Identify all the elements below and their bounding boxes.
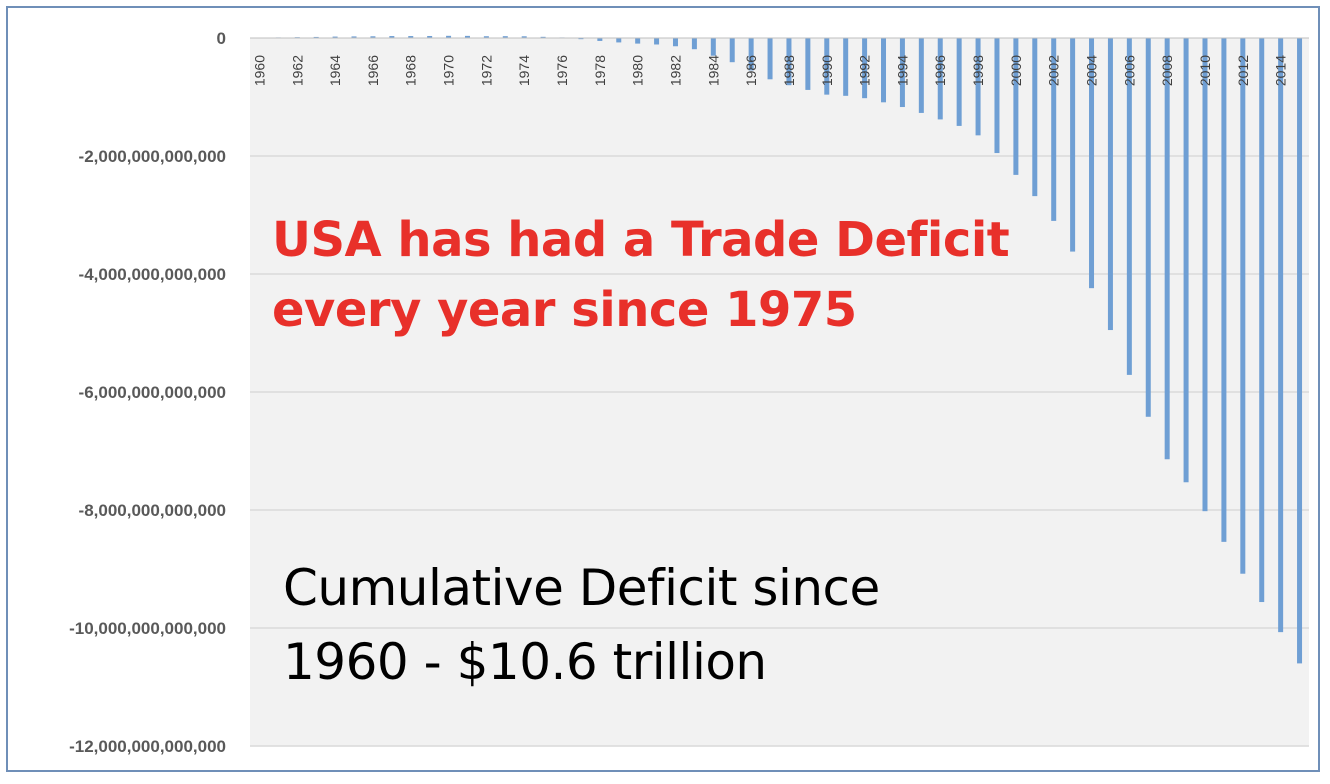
x-tick-label: 2012	[1235, 55, 1251, 86]
y-tick-label: -4,000,000,000,000	[79, 265, 226, 284]
bar	[1107, 38, 1113, 331]
bar	[937, 38, 943, 120]
bar	[1070, 38, 1076, 252]
x-tick-label: 1968	[403, 55, 419, 86]
bar	[635, 38, 641, 44]
x-tick-label: 1970	[441, 55, 457, 86]
bar	[1297, 38, 1303, 664]
x-tick-label: 1992	[857, 55, 873, 86]
bar	[578, 38, 584, 40]
x-tick-label: 1990	[819, 55, 835, 86]
annotation-line: every year since 1975	[272, 282, 857, 338]
x-tick-label: 1962	[289, 55, 305, 86]
x-tick-label: 1994	[894, 55, 910, 86]
x-tick-label: 2000	[1008, 55, 1024, 86]
bar	[1164, 38, 1170, 460]
x-tick-label: 1996	[932, 55, 948, 86]
bar	[994, 38, 1000, 154]
bar	[1126, 38, 1132, 375]
cumulative-deficit-annotation: Cumulative Deficit since 1960 - $10.6 tr…	[283, 551, 880, 699]
bar	[1145, 38, 1151, 417]
y-axis-tick-labels: 0 -2,000,000,000,000 -4,000,000,000,000 -6,…	[69, 29, 226, 756]
bar	[1278, 38, 1284, 633]
bar	[805, 38, 811, 90]
x-tick-label: 1960	[251, 55, 267, 86]
bar	[1032, 38, 1038, 197]
x-tick-label: 2006	[1121, 55, 1137, 86]
x-tick-label: 1966	[365, 55, 381, 86]
bar	[956, 38, 962, 126]
gridlines	[250, 155, 1309, 747]
bar	[975, 38, 981, 136]
y-tick-label: -10,000,000,000,000	[69, 619, 226, 638]
bar	[672, 38, 678, 47]
bar	[862, 38, 868, 99]
y-tick-label: -6,000,000,000,000	[79, 383, 226, 402]
bar	[748, 38, 754, 71]
x-tick-label: 1984	[705, 55, 721, 86]
x-tick-label: 1986	[743, 55, 759, 86]
bar	[483, 36, 489, 38]
bar	[597, 38, 603, 41]
bar	[502, 36, 508, 38]
bar	[521, 36, 527, 38]
bar	[351, 36, 357, 38]
bar	[824, 38, 830, 95]
x-tick-label: 1982	[667, 55, 683, 86]
y-tick-label: -2,000,000,000,000	[79, 147, 226, 166]
annotation-line: 1960 - $10.6 trillion	[283, 633, 767, 691]
bar	[408, 36, 414, 38]
x-tick-label: 1980	[630, 55, 646, 86]
bar	[729, 38, 735, 63]
bar	[881, 38, 887, 103]
bar	[767, 38, 773, 80]
x-tick-label: 1976	[554, 55, 570, 86]
x-axis-tick-labels: 1960 1962 1964 1966 1968 1970 1972 1974 1976 1978…	[251, 55, 1288, 86]
bar	[616, 38, 622, 43]
x-tick-label: 1998	[970, 55, 986, 86]
annotation-line: Cumulative Deficit since	[283, 559, 880, 617]
bar	[843, 38, 849, 96]
bar-series	[256, 35, 1303, 664]
bar	[654, 38, 660, 45]
bar	[1202, 38, 1208, 512]
bar	[540, 36, 546, 38]
x-tick-label: 1988	[781, 55, 797, 86]
x-tick-label: 2008	[1159, 55, 1175, 86]
annotation-line: USA has had a Trade Deficit	[272, 212, 1010, 268]
x-tick-label: 2014	[1273, 55, 1289, 86]
bar	[332, 36, 338, 38]
bar	[427, 35, 433, 38]
bar	[1240, 38, 1246, 574]
bar	[710, 38, 716, 56]
x-tick-label: 1978	[592, 55, 608, 86]
bar	[1183, 38, 1189, 483]
y-tick-label: -8,000,000,000,000	[79, 501, 226, 520]
bar	[464, 35, 470, 38]
bar	[918, 38, 924, 113]
x-tick-label: 2004	[1084, 55, 1100, 86]
x-tick-label: 1974	[516, 55, 532, 86]
bar	[370, 36, 376, 38]
bar	[389, 36, 395, 38]
bar	[313, 36, 319, 38]
x-tick-label: 2010	[1197, 55, 1213, 86]
bar	[1221, 38, 1227, 542]
trade-deficit-annotation: USA has had a Trade Deficit every year s…	[272, 205, 1010, 345]
y-tick-label: 0	[217, 29, 226, 48]
y-tick-label: -12,000,000,000,000	[69, 737, 226, 756]
bar	[1013, 38, 1019, 175]
bar	[1051, 38, 1057, 221]
bar	[446, 35, 452, 38]
x-tick-label: 1972	[478, 55, 494, 86]
x-tick-label: 1964	[327, 55, 343, 86]
bar	[1089, 38, 1095, 289]
bar	[691, 38, 697, 50]
x-tick-label: 2002	[1046, 55, 1062, 86]
bar	[899, 38, 905, 108]
bar	[786, 38, 792, 86]
bar	[1259, 38, 1265, 603]
